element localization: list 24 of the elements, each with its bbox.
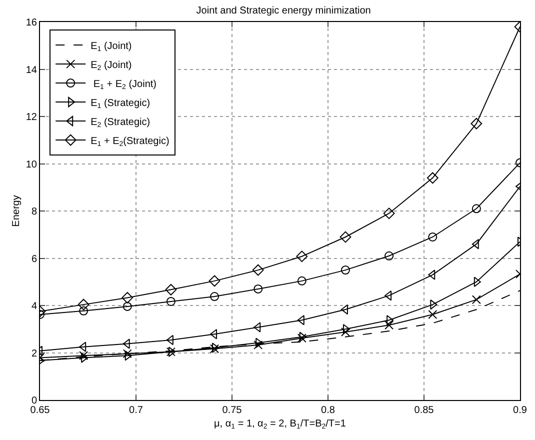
- legend-label: E$_{1}$ + E$_{2}$(Strategic): [90, 136, 170, 148]
- legend-label: E$_{2}$ (Strategic): [90, 116, 150, 130]
- x-tick-label: 0.65: [30, 405, 50, 416]
- text: μ, α$_{1}$ = 1, α$_{2}$ = 2, B$_{1}$/T=B$_{2}$/T=1: [214, 418, 346, 431]
- legend-label: E$_{1}$ (Strategic): [90, 98, 150, 110]
- y-tick-label: 10: [26, 159, 38, 170]
- y-tick-label: 2: [31, 348, 38, 360]
- x-tick-label: 0.85: [414, 405, 434, 416]
- y-tick-label: 6: [31, 254, 38, 265]
- y-axis-title: Energy: [10, 195, 22, 227]
- y-tick-label: 4: [31, 301, 38, 312]
- x-tick-label: 0.75: [222, 405, 242, 416]
- legend-label: E$_{1}$ (Joint): [90, 40, 132, 54]
- x-tick-label: 0.8: [321, 405, 336, 416]
- legend-label: E$_{2}$ (Joint): [90, 60, 132, 72]
- x-tick-label: 0.9: [513, 405, 528, 416]
- y-tick-label: 0: [31, 396, 38, 406]
- legend-label: E$_{1}$ + E$_{2}$ (Joint): [90, 78, 157, 92]
- y-tick-label: 12: [26, 112, 38, 123]
- y-tick-label: 8: [31, 206, 38, 218]
- chart-title: Joint and Strategic energy minimization: [196, 6, 371, 17]
- x-tick-label: 0.7: [129, 405, 144, 416]
- y-tick-label: 14: [26, 64, 38, 76]
- y-tick-label: 16: [26, 18, 38, 28]
